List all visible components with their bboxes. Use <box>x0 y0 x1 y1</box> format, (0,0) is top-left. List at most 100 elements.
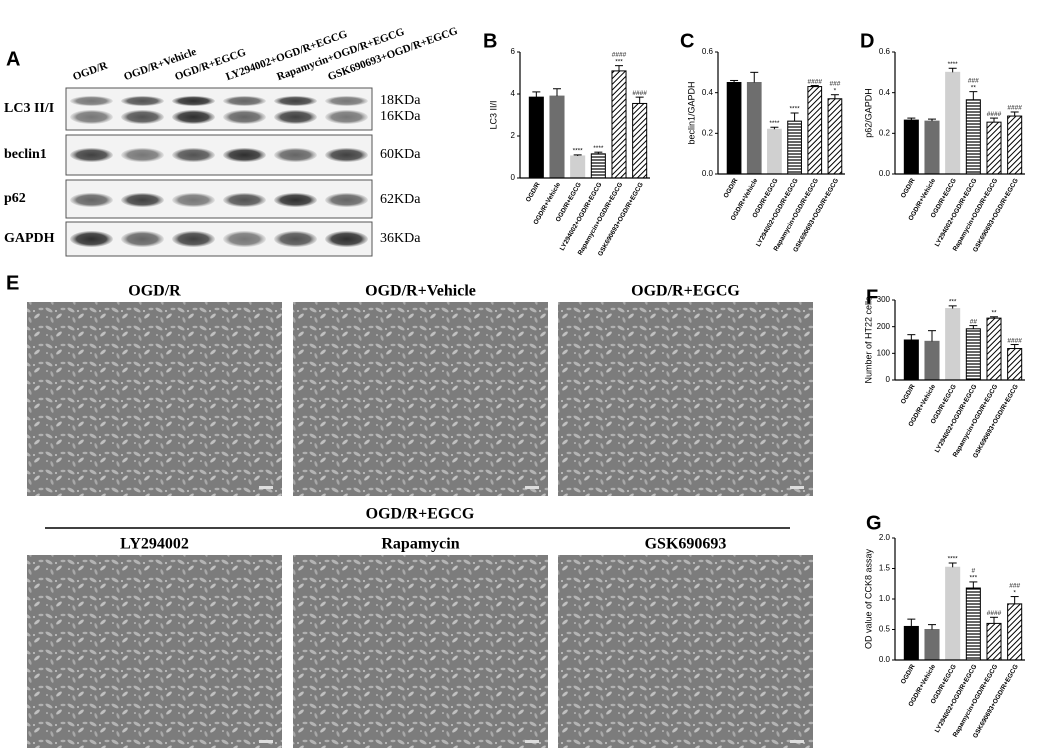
y-tick-label: 0.5 <box>879 625 891 634</box>
bar <box>528 96 544 179</box>
blot-size: 18KDa <box>380 93 421 108</box>
blot-band <box>172 193 215 207</box>
y-tick-label: 0.0 <box>702 169 714 178</box>
blot-size: 36KDa <box>380 231 421 246</box>
image-title: LY294002 <box>120 536 189 553</box>
significance: #### <box>987 111 1002 118</box>
y-tick-label: 0.6 <box>879 47 891 56</box>
blot-band <box>70 231 113 247</box>
significance: #### <box>808 78 823 85</box>
bar <box>924 340 940 381</box>
blot-band <box>325 193 368 207</box>
panel-letter: E <box>6 272 19 294</box>
panel-letter: G <box>866 512 882 534</box>
y-tick-label: 0 <box>511 173 516 182</box>
bar <box>965 587 981 661</box>
blot-band <box>223 193 266 207</box>
y-axis-label: Number of HT22 cells <box>863 296 873 384</box>
x-tick-label: OGD/R <box>900 663 917 685</box>
bar <box>986 121 1002 175</box>
panel-letter: D <box>860 30 874 52</box>
bar <box>570 155 586 179</box>
y-tick-label: 2 <box>511 131 516 140</box>
blot-band <box>223 231 266 247</box>
bar <box>632 102 648 179</box>
significance: ## <box>970 318 978 325</box>
significance: ### <box>829 80 840 87</box>
lane-label: OGD/R <box>71 59 110 83</box>
y-tick-label: 6 <box>511 47 516 56</box>
y-tick-label: 1.5 <box>879 564 891 573</box>
blot-band <box>121 110 164 124</box>
significance: **** <box>948 61 959 68</box>
image-title: Rapamycin <box>381 536 459 553</box>
bar <box>1007 348 1023 381</box>
image-title: OGD/R+Vehicle <box>365 283 476 300</box>
blot-size: 62KDa <box>380 192 421 207</box>
significance: *** <box>970 575 978 582</box>
significance: #### <box>1007 337 1022 344</box>
y-tick-label: 1.0 <box>879 594 891 603</box>
y-axis-label: OD value of CCK8 assay <box>863 548 873 649</box>
significance: **** <box>769 120 780 127</box>
y-tick-label: 0.0 <box>879 655 891 664</box>
blot-band <box>172 231 215 247</box>
significance: *** <box>949 299 957 306</box>
x-tick-label: OGD/R <box>900 177 917 199</box>
blot-band <box>121 193 164 207</box>
y-axis-label: p62/GAPDH <box>863 88 873 138</box>
bar <box>746 82 762 175</box>
bar <box>924 629 940 661</box>
blot-band <box>274 110 317 124</box>
bar <box>827 98 843 175</box>
x-tick-label: OGD/R <box>525 181 542 203</box>
blot-band <box>274 96 317 106</box>
significance: #### <box>612 51 627 58</box>
bar <box>965 328 981 381</box>
blot-row-label: p62 <box>4 191 26 206</box>
bar <box>1007 115 1023 175</box>
significance: #### <box>632 90 647 97</box>
y-tick-label: 100 <box>877 348 891 357</box>
significance: # <box>972 568 976 575</box>
y-tick-label: 0.2 <box>702 128 714 137</box>
bar <box>945 71 961 175</box>
bar <box>767 128 782 175</box>
y-axis-label: beclin1/GAPDH <box>686 81 696 144</box>
y-tick-label: 300 <box>877 295 891 304</box>
significance: #### <box>1007 105 1022 112</box>
scale-bar <box>790 486 804 489</box>
scale-bar <box>525 486 539 489</box>
blot-frame <box>65 179 373 219</box>
significance: #### <box>987 610 1002 617</box>
y-tick-label: 0.4 <box>879 88 891 97</box>
panel-letter: F <box>866 286 878 308</box>
blot-size: 60KDa <box>380 147 421 162</box>
micrograph <box>293 555 548 748</box>
blot-row-label: LC3 II/I <box>4 101 54 116</box>
significance: *** <box>615 58 623 65</box>
blot-band <box>121 148 164 162</box>
blot-band <box>274 193 317 207</box>
blot-band <box>70 110 113 124</box>
significance: **** <box>948 556 959 563</box>
y-tick-label: 0.0 <box>879 169 891 178</box>
blot-band <box>325 231 368 247</box>
micrograph <box>27 302 282 496</box>
y-axis-label: LC3 II/I <box>488 100 498 129</box>
blot-band <box>325 110 368 124</box>
blot-band <box>274 148 317 162</box>
bar <box>807 86 823 175</box>
blot-frame <box>65 134 373 176</box>
blot-band <box>121 231 164 247</box>
blot-row-label: GAPDH <box>4 231 55 246</box>
blot-band <box>70 148 113 162</box>
micrograph <box>558 302 813 496</box>
significance: ** <box>991 310 997 317</box>
scale-bar <box>525 740 539 743</box>
blot-row-label: beclin1 <box>4 147 47 162</box>
y-tick-label: 200 <box>877 322 891 331</box>
bar <box>945 566 961 661</box>
group-title: OGD/R+EGCG <box>366 506 475 523</box>
